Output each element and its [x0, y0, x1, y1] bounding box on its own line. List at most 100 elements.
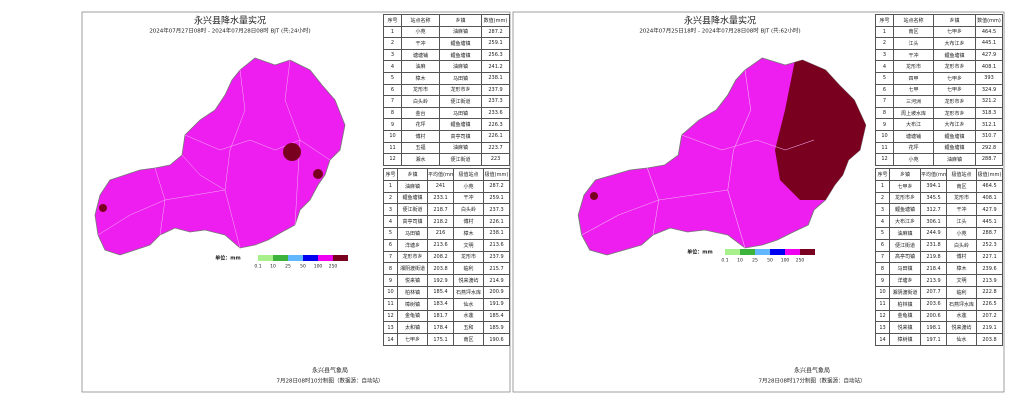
cell: 345.5 [920, 191, 947, 205]
cell: 213.9 [976, 274, 1003, 287]
row: 7 龙形市乡 208.2 龙形市 237.9 [383, 250, 510, 264]
row: 2 龙形市乡 345.5 龙形市 408.1 [875, 191, 1003, 205]
cell: 8 [383, 262, 398, 276]
cell: 仙水 [946, 333, 977, 346]
row: 7 三河洲 龙形市乡 321.2 [875, 95, 1003, 108]
cell: 203.8 [976, 333, 1003, 346]
cell: 傅村 [453, 215, 484, 228]
map [577, 57, 867, 256]
cell: 龙形市 [453, 250, 484, 264]
cell: 203.6 [920, 297, 947, 311]
cell: 218.7 [427, 203, 454, 217]
cell: 序号 [383, 168, 398, 181]
cell: 427.9 [975, 48, 1003, 62]
cell: 394.1 [920, 179, 947, 193]
cell: 252.3 [976, 238, 1003, 252]
cell: 石燕坪水库 [453, 285, 484, 299]
cell: 5 [383, 71, 402, 85]
cell: 大布江乡 [933, 118, 976, 131]
towns-table: 序号乡镇平均值(mm)极值站点极值(mm)1油麻镇241小苑287.22鲤鱼塘镇… [383, 168, 510, 346]
cell: 湘阴渡街道 [889, 285, 921, 299]
cell: 便江街道 [439, 153, 482, 166]
cell: 马田镇 [439, 71, 482, 85]
cell: 龙形市 [401, 83, 440, 97]
legend-unit: 单位：mm [215, 255, 240, 262]
cell: 樟木 [401, 71, 440, 85]
cell: 石燕坪水库 [946, 297, 977, 311]
cell: 215.7 [483, 262, 510, 276]
cell: 干冲 [946, 203, 977, 217]
cell: 马田镇 [439, 106, 482, 120]
row: 8 湘阴渡街道 203.8 临利 215.7 [383, 262, 510, 276]
cell: 10 [383, 285, 398, 299]
row: 5 油麻镇 244.9 小苑 288.7 [875, 226, 1003, 240]
cell: 临利 [946, 285, 977, 299]
cell: 181.7 [427, 309, 454, 323]
row: 12 小苑 油麻镇 288.7 [875, 153, 1003, 166]
cell: 柏林镇 [397, 285, 428, 299]
cell: 金龟镇 [397, 309, 428, 323]
cell: 175.1 [427, 333, 454, 346]
row: 3 塘塘铺 鲤鱼塘镇 256.3 [383, 48, 510, 62]
cell: 油麻镇 [439, 60, 482, 73]
cell: 237.3 [481, 95, 510, 108]
legend-label: 100 [314, 264, 323, 270]
cell: 洋塘乡 [397, 238, 428, 252]
cell: 高亭司镇 [889, 250, 921, 264]
cell: 极值站点 [453, 168, 484, 181]
cell: 花坪 [401, 118, 440, 131]
row: 6 便江街道 231.8 白头岭 252.3 [875, 238, 1003, 252]
cell: 南区 [453, 333, 484, 346]
cell: 小苑 [946, 226, 977, 240]
cell: 3 [383, 48, 402, 62]
row: 4 油麻 油麻镇 241.2 [383, 60, 510, 73]
row: 4 高亭司镇 218.2 傅村 226.1 [383, 215, 510, 228]
cell: 龙形市乡 [439, 83, 482, 97]
cell: 445.1 [975, 37, 1003, 50]
row: 5 四甲 七甲乡 393 [875, 71, 1003, 85]
cell: 龙形市乡 [397, 250, 428, 264]
row: 1 南区 七甲乡 464.5 [875, 25, 1003, 39]
legend-swatch [258, 255, 273, 261]
cell: 油麻镇 [439, 25, 482, 39]
map [94, 57, 346, 256]
cell: 9 [875, 274, 890, 287]
cell: 临利 [453, 262, 484, 276]
cell: 208.2 [427, 250, 454, 264]
cell: 9 [383, 274, 398, 287]
row: 10 傅村 高亭司镇 226.1 [383, 129, 510, 143]
towns-table: 序号乡镇平均值(mm)极值站点极值(mm)1七甲乡394.1南区464.52龙形… [875, 168, 1003, 346]
cell: 288.7 [975, 153, 1003, 166]
cell: 5 [383, 226, 398, 240]
cell: 五福 [401, 141, 440, 155]
cell: 427.9 [976, 203, 1003, 217]
cell: 11 [383, 141, 402, 155]
cell: 11 [875, 141, 894, 155]
cell: 241.2 [481, 60, 510, 73]
cell: 龙形市 [893, 60, 934, 73]
cell: 水莲 [453, 309, 484, 323]
legend-label: 250 [796, 258, 805, 264]
cell: 13 [383, 321, 398, 335]
cell: 227.1 [976, 250, 1003, 264]
cell: 仙水 [453, 297, 484, 311]
row: 1 小苑 油麻镇 287.2 [383, 25, 510, 39]
cell: 231.8 [920, 238, 947, 252]
cell: 樟树镇 [889, 333, 921, 346]
cell: 序号 [875, 14, 894, 27]
cell: 七甲乡 [933, 71, 976, 85]
cell: 傅村 [946, 250, 977, 264]
cell: 小苑 [453, 179, 484, 193]
cell: 白头岭 [401, 95, 440, 108]
cell: 高亭司镇 [439, 129, 482, 143]
cell: 200.6 [920, 309, 947, 323]
legend-label: 25 [752, 258, 758, 264]
cell: 306.1 [920, 215, 947, 228]
cell: 干冲 [401, 37, 440, 50]
legend-swatch [725, 249, 740, 255]
cell: 219.1 [976, 321, 1003, 335]
cell: 龙形市乡 [933, 60, 976, 73]
cell: 310.7 [975, 129, 1003, 143]
cell: 259.1 [481, 37, 510, 50]
